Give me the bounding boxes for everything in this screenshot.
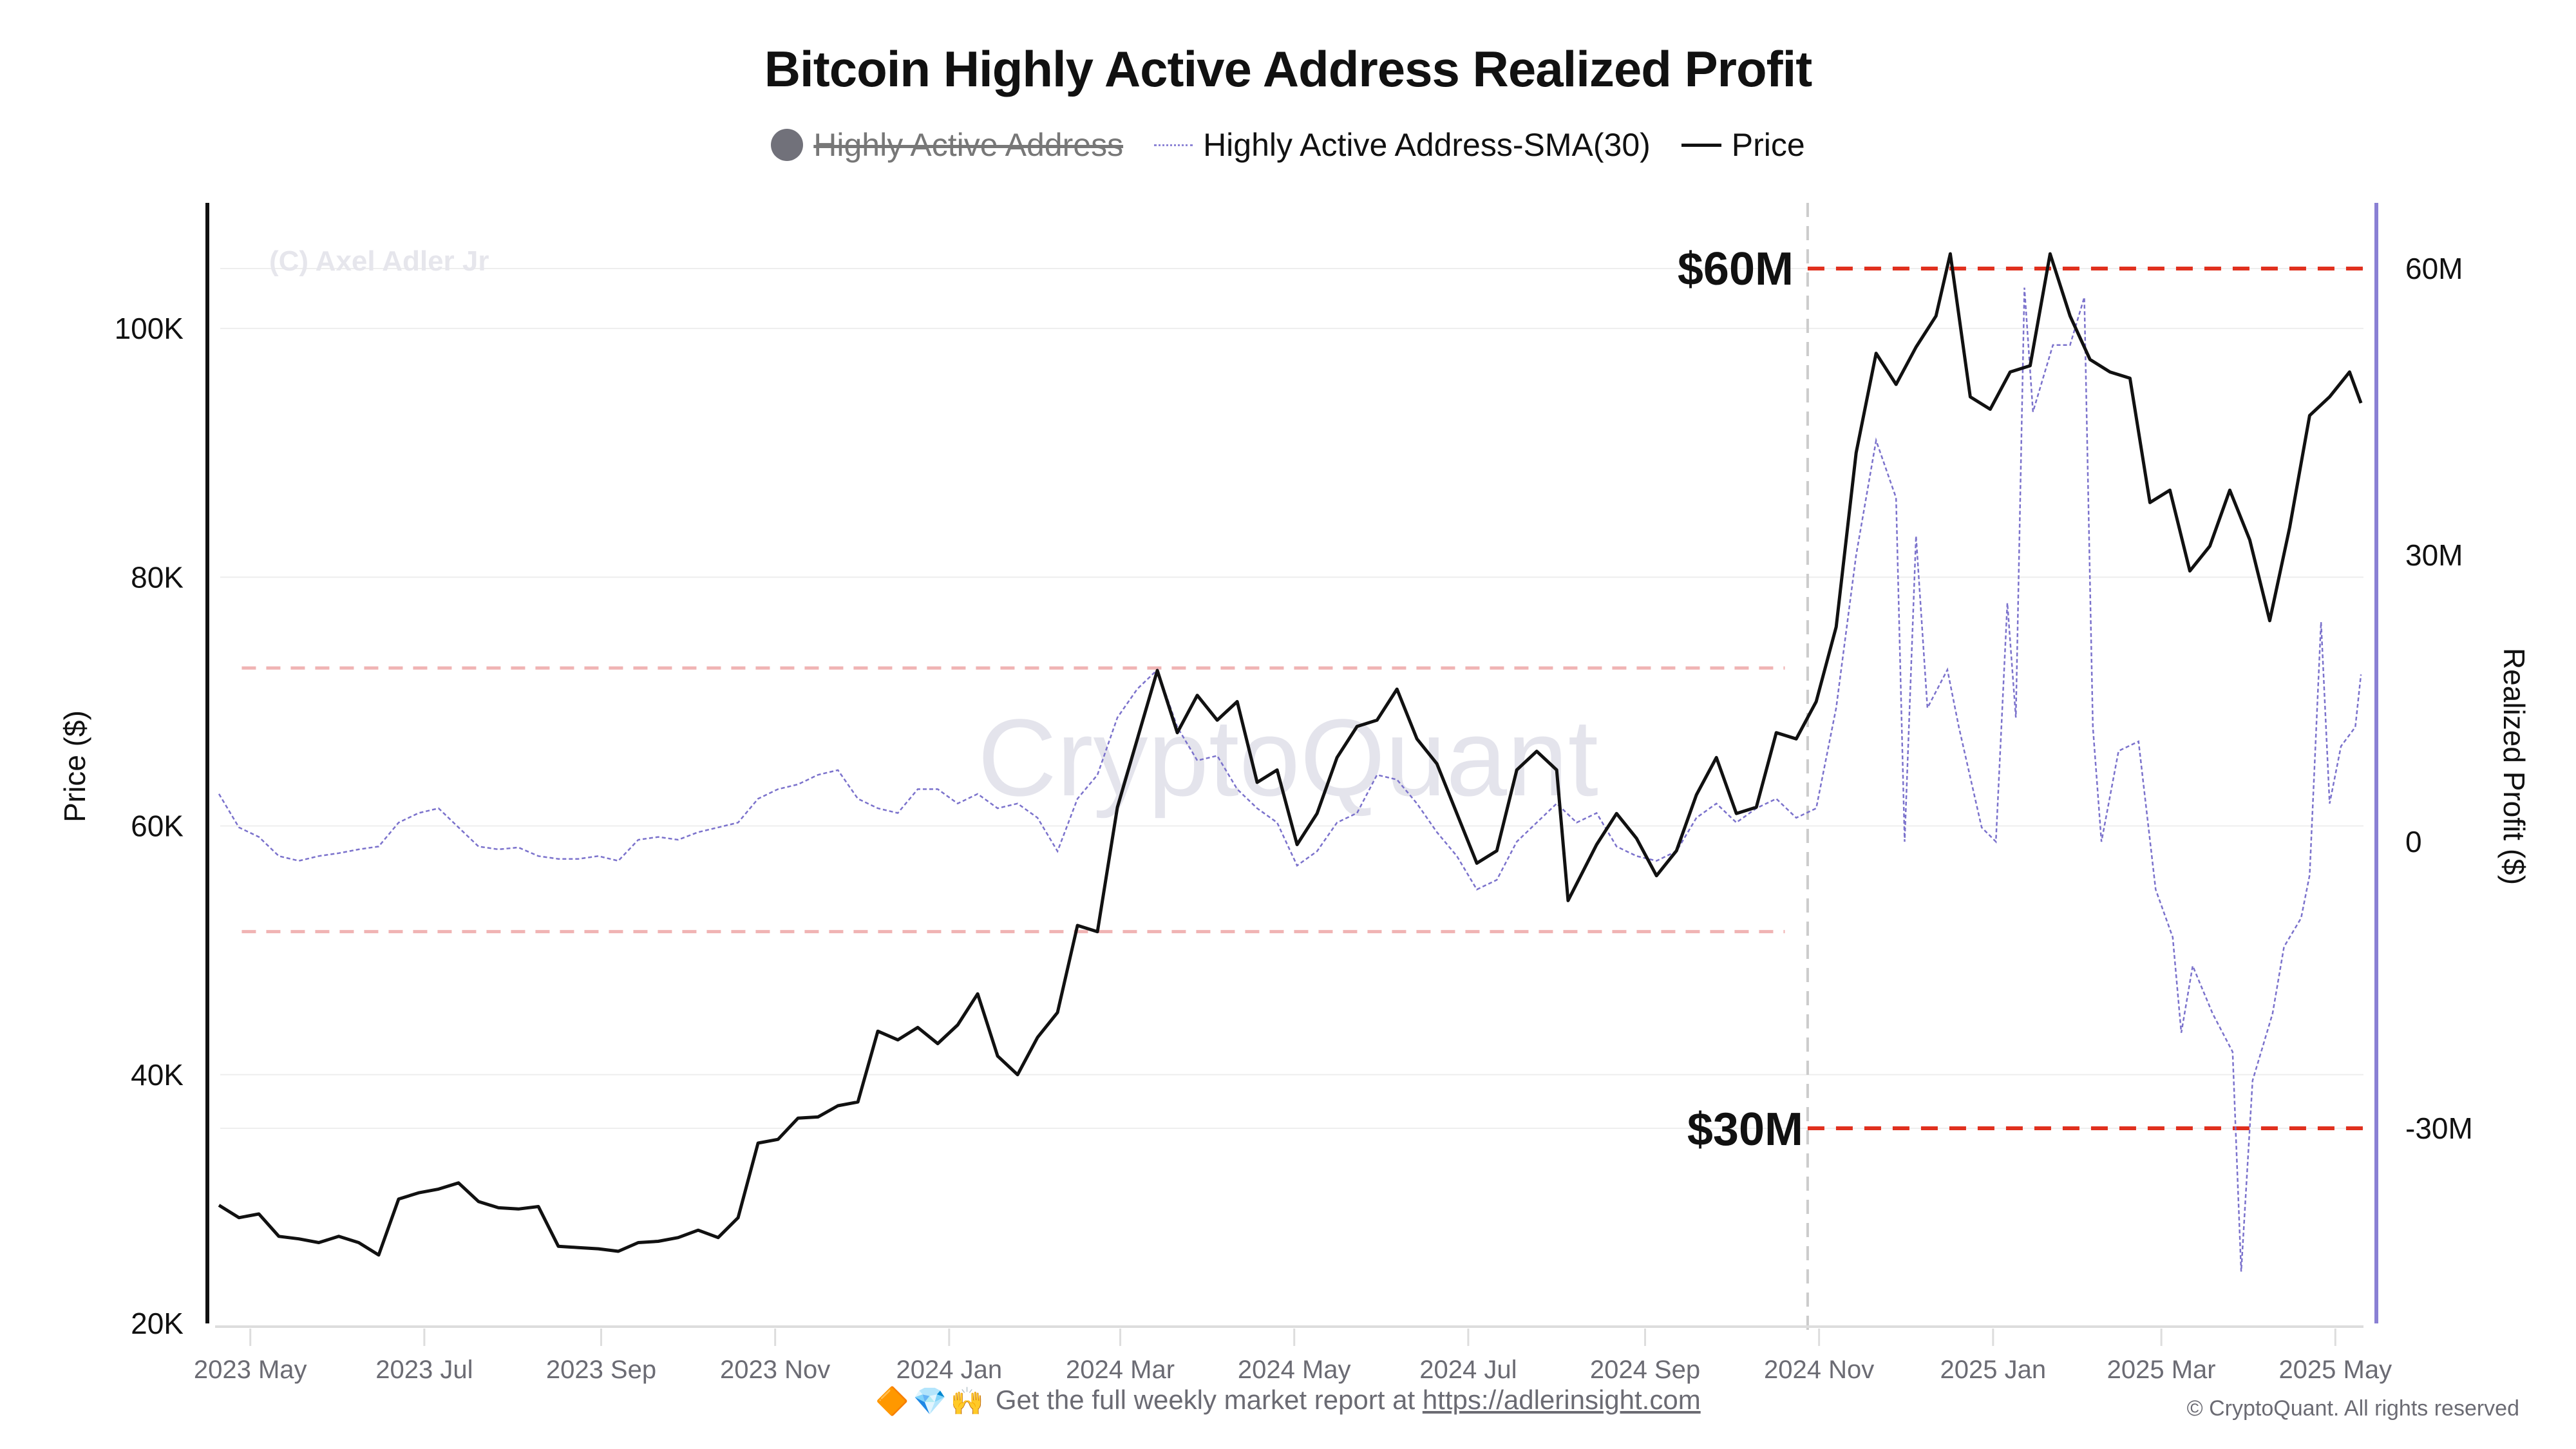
- right-y-tick-label: -30M: [2405, 1112, 2473, 1145]
- x-tick-label: 2024 Sep: [1590, 1356, 1700, 1384]
- reference-lines: [242, 203, 2367, 1330]
- legend: Highly Active Address Highly Active Addr…: [0, 126, 2576, 164]
- legend-solid-line-icon: [1681, 143, 1721, 147]
- x-tick-label: 2024 May: [1238, 1356, 1351, 1384]
- x-tick-label: 2023 May: [194, 1356, 307, 1384]
- right-y-tick-label: 0: [2405, 825, 2422, 858]
- legend-label: Highly Active Address-SMA(30): [1203, 127, 1651, 163]
- x-tick-label: 2024 Jul: [1419, 1356, 1517, 1384]
- annotation-60m-label: $60M: [1678, 243, 1794, 295]
- right-y-axis-label: Realized Profit ($): [2497, 648, 2531, 885]
- left-y-axis-label: Price ($): [58, 710, 91, 822]
- author-watermark: (C) Axel Adler Jr: [269, 245, 489, 277]
- legend-item-price[interactable]: Price: [1681, 126, 1805, 164]
- x-tick-label: 2024 Nov: [1764, 1356, 1874, 1384]
- copyright-notice: © CryptoQuant. All rights reserved: [2186, 1396, 2519, 1421]
- chart-title: Bitcoin Highly Active Address Realized P…: [764, 41, 1813, 97]
- x-tick-label: 2025 Mar: [2107, 1356, 2216, 1384]
- legend-item-sma30[interactable]: Highly Active Address-SMA(30): [1154, 126, 1651, 164]
- x-tick-label: 2023 Sep: [546, 1356, 656, 1384]
- orange-diamond-icon: 🔶: [875, 1386, 909, 1417]
- legend-dotted-line-icon: [1154, 144, 1193, 146]
- report-link[interactable]: https://adlerinsight.com: [1422, 1385, 1701, 1415]
- series-price-line: [218, 252, 2363, 1257]
- legend-circle-marker-icon: [771, 129, 804, 161]
- left-y-tick-label: 40K: [131, 1058, 184, 1092]
- brand-watermark: CryptoQuant: [978, 697, 1598, 819]
- left-y-tick-label: 100K: [115, 312, 184, 345]
- x-tick-label: 2023 Jul: [375, 1356, 473, 1384]
- left-y-tick-label: 80K: [131, 560, 184, 594]
- raising-hands-icon: 🙌: [950, 1386, 985, 1417]
- right-y-tick-label: 60M: [2405, 252, 2463, 285]
- x-tick-label: 2025 Jan: [1940, 1356, 2047, 1384]
- left-y-axis-ticks: 20K 40K 60K 80K 100K: [115, 312, 184, 1340]
- x-tick-label: 2023 Nov: [720, 1356, 830, 1384]
- right-y-axis-ticks: -30M 0 30M 60M: [2405, 252, 2473, 1145]
- legend-label: Highly Active Address: [813, 127, 1124, 163]
- left-y-tick-label: 20K: [131, 1307, 184, 1340]
- axes: [205, 203, 2378, 1328]
- legend-item-highly-active-address[interactable]: Highly Active Address: [771, 126, 1123, 164]
- legend-label: Price: [1731, 127, 1805, 163]
- x-axis-ticks: 2023 May 2023 Jul 2023 Sep 2023 Nov 2024 Jan…: [194, 1329, 2392, 1384]
- x-tick-label: 2025 May: [2278, 1356, 2392, 1384]
- left-y-tick-label: 60K: [131, 810, 184, 843]
- series-sma30-line: [218, 287, 2362, 1272]
- x-tick-label: 2024 Jan: [896, 1356, 1003, 1384]
- right-y-tick-label: 30M: [2405, 538, 2463, 572]
- promo-text: Get the full weekly market report at: [995, 1385, 1416, 1415]
- x-tick-label: 2024 Mar: [1066, 1356, 1175, 1384]
- footer-promo: 🔶 💎 🙌 Get the full weekly market report at…: [0, 1385, 2576, 1417]
- annotation-30m-label: $30M: [1687, 1104, 1803, 1155]
- gem-icon: 💎: [913, 1386, 947, 1417]
